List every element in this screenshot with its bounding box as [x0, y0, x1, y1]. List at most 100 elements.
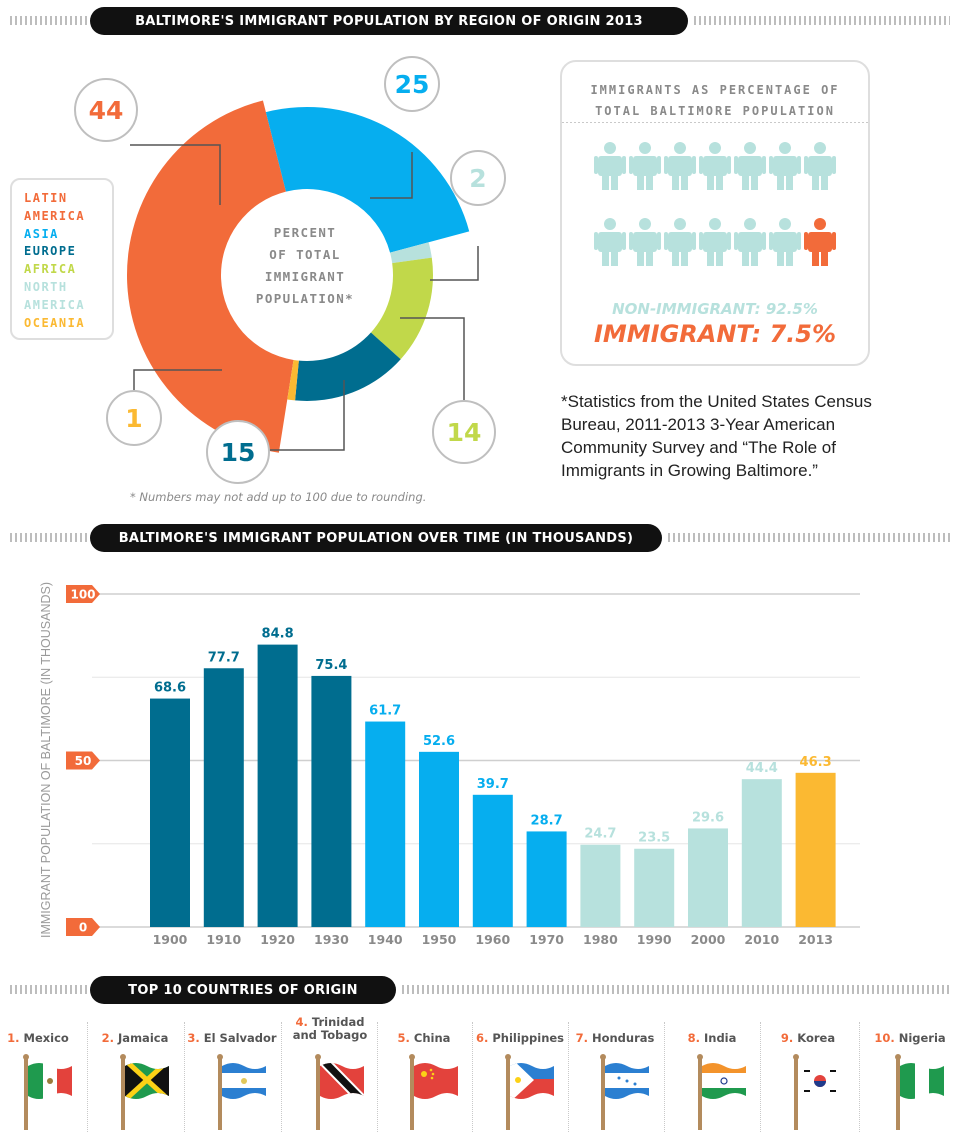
y-axis-label: IMMIGRANT POPULATION OF BALTIMORE (IN TH…	[39, 582, 53, 938]
x-tick-label: 2000	[691, 932, 726, 947]
donut-rounding-note: * Numbers may not add up to 100 due to r…	[130, 490, 427, 504]
x-tick-label: 1970	[529, 932, 564, 947]
legend-entry: LATIN	[24, 191, 68, 205]
non-immigrant-stat: NON-IMMIGRANT: 92.5%	[612, 300, 818, 318]
country-flag	[593, 1048, 657, 1134]
country-label: 2. Jamaica	[87, 1032, 183, 1045]
immigrant-box-title-line1: IMMIGRANTS AS PERCENTAGE OF	[590, 83, 840, 97]
bar-data-label: 24.7	[584, 827, 616, 842]
x-tick-label: 2010	[744, 932, 779, 947]
bar-2010	[741, 779, 782, 927]
person-icon	[594, 218, 626, 266]
country-divider	[760, 1022, 761, 1132]
legend-entry: AMERICA	[24, 297, 86, 312]
country-divider	[567, 1022, 569, 1132]
bar-data-label: 29.6	[692, 810, 724, 825]
country-name: Jamaica	[118, 1031, 169, 1045]
country-rank: 9.	[780, 1031, 798, 1045]
bar-data-label: 46.3	[800, 755, 832, 770]
header-dashes-right	[694, 16, 950, 25]
bar-data-label: 75.4	[315, 658, 347, 673]
bar-1930	[311, 675, 352, 927]
person-icon	[699, 218, 731, 266]
country-label: 4. Trinidad and Tobago	[282, 1016, 378, 1042]
country-label: 10. Nigeria	[862, 1032, 958, 1045]
country-rank: 2.	[101, 1031, 119, 1045]
country-flag	[498, 1048, 562, 1134]
header-dashes-left	[10, 985, 90, 994]
donut-chart	[127, 100, 479, 453]
person-icon	[734, 218, 766, 266]
donut-slice-oceania	[287, 359, 299, 401]
callout-leader-line	[370, 152, 413, 199]
person-icon	[664, 218, 696, 266]
bar-1990	[634, 848, 675, 927]
person-icon	[594, 142, 626, 190]
legend-entry: ASIA	[24, 226, 59, 241]
person-icon	[664, 142, 696, 190]
callout-leader-line	[262, 380, 345, 451]
country-label: 8. India	[664, 1032, 760, 1045]
source-note: *Statistics from the United States Censu…	[561, 392, 872, 480]
country-flag	[16, 1048, 80, 1134]
legend-entry: NORTH	[24, 279, 68, 294]
bar-1900	[150, 698, 190, 927]
callout-europe: 15	[206, 420, 270, 484]
country-name: India	[703, 1031, 737, 1045]
flag-icon	[697, 1054, 746, 1130]
country-name: Nigeria	[898, 1031, 946, 1045]
immigrant-percentage-box: IMMIGRANTS AS PERCENTAGE OF TOTAL BALTIM…	[560, 60, 870, 366]
bar-1920	[257, 644, 298, 927]
immigrant-box-title: IMMIGRANTS AS PERCENTAGE OF TOTAL BALTIM…	[562, 80, 868, 122]
section-title-region: BALTIMORE'S IMMIGRANT POPULATION BY REGI…	[90, 7, 688, 35]
country-divider	[281, 1022, 282, 1132]
x-tick-label: 1930	[314, 932, 349, 947]
person-icon	[804, 218, 836, 266]
country-divider	[377, 1022, 378, 1132]
donut-slice-europe	[295, 332, 401, 402]
callout-asia: 25	[384, 56, 440, 112]
flag-icon	[600, 1054, 649, 1130]
box-divider	[562, 122, 868, 123]
bar-2013	[795, 772, 836, 927]
x-tick-label: 1900	[153, 932, 188, 947]
country-name: El Salvador	[203, 1031, 277, 1045]
bar-1910	[203, 668, 244, 927]
bar-data-label: 28.7	[531, 813, 563, 828]
country-name: Trinidad and Tobago	[292, 1015, 368, 1042]
center-label-line: POPULATION*	[255, 291, 355, 306]
bar-data-label: 61.7	[369, 704, 401, 719]
donut-slice-asia	[265, 106, 470, 253]
person-icon	[769, 218, 801, 266]
country-flag	[113, 1048, 177, 1134]
svg-text:100: 100	[70, 588, 95, 602]
country-rank: 1.	[7, 1031, 24, 1045]
country-label: 5. China	[376, 1032, 472, 1045]
callout-latin-america: 44	[74, 78, 138, 142]
donut-slice-africa	[370, 257, 434, 360]
bar-1970	[526, 831, 567, 927]
country-rank: 10.	[874, 1031, 899, 1045]
bar-data-label: 68.6	[154, 681, 186, 696]
header-dashes-left	[10, 16, 90, 25]
donut-slice-north-america	[390, 242, 432, 264]
header-dashes-right	[402, 985, 950, 994]
person-icon	[804, 142, 836, 190]
bar-1960	[472, 794, 513, 927]
legend-entry: EUROPE	[24, 244, 77, 259]
country-flag	[402, 1048, 466, 1134]
country-divider	[663, 1022, 665, 1132]
person-icon	[734, 142, 766, 190]
header-dashes-right	[668, 533, 950, 542]
x-tick-label: 1980	[583, 932, 618, 947]
donut-legend: LATIN AMERICA ASIA EUROPE AFRICA NORTH AMERICA…	[10, 178, 114, 340]
people-pictogram	[594, 142, 836, 266]
country-label: 9. Korea	[760, 1032, 856, 1045]
country-divider	[86, 1022, 88, 1132]
callout-north-america: 2	[450, 150, 506, 206]
y-tick-label: 50	[66, 751, 100, 770]
callout-leader-line	[400, 317, 465, 440]
callout-oceania: 1	[106, 390, 162, 446]
country-name: China	[413, 1031, 451, 1045]
country-divider	[472, 1022, 473, 1132]
